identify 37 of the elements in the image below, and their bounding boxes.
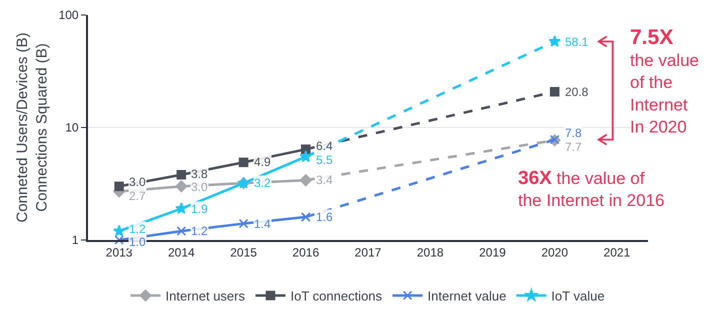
data-label: 1.4 (254, 217, 272, 231)
data-label: 3.8 (191, 167, 208, 181)
legend-label: IoT value (551, 288, 605, 304)
x-tick-label: 2018 (416, 245, 444, 260)
legend-label: IoT connections (290, 288, 383, 304)
y-axis-title: Conneted Users/Devices (B) Connections Squared (B) (14, 32, 50, 223)
x-tick-label: 2017 (354, 245, 382, 260)
annotation: 7.5X the value of the Internet In 2020 (630, 26, 699, 136)
data-label: 1.6 (316, 210, 334, 224)
y-tick-label: 1 (72, 233, 79, 248)
data-label: 58.1 (565, 35, 589, 49)
legend-label: Internet users (166, 288, 246, 304)
data-label: 1.9 (191, 202, 208, 216)
annotation: 36X the value of the Internet in 2016 (518, 168, 665, 210)
x-tick-label: 2015 (230, 245, 258, 260)
x-tick-label: 2019 (479, 245, 506, 260)
y-tick-label: 100 (58, 8, 79, 22)
legend-label: Internet value (428, 288, 506, 304)
data-label: 7.8 (565, 126, 582, 140)
data-label: 1.2 (129, 222, 146, 236)
data-label: 6.4 (316, 139, 334, 153)
data-label: 2.7 (129, 189, 146, 203)
x-tick-label: 2021 (604, 245, 631, 260)
data-label: 3.0 (129, 175, 146, 189)
data-label: 20.8 (565, 85, 589, 99)
data-label: 3.4 (316, 173, 334, 187)
data-label: 5.5 (316, 153, 334, 167)
data-label: 4.9 (254, 155, 272, 169)
data-label: 1.0 (129, 235, 146, 249)
data-label: 7.7 (565, 140, 582, 154)
data-label: 1.2 (191, 224, 208, 238)
x-tick-label: 2014 (168, 245, 195, 260)
x-tick-label: 2016 (292, 245, 320, 260)
x-tick-label: 2020 (541, 245, 568, 260)
data-label: 3.0 (191, 180, 208, 194)
data-label: 3.2 (254, 176, 272, 190)
y-tick-label: 10 (65, 120, 79, 135)
